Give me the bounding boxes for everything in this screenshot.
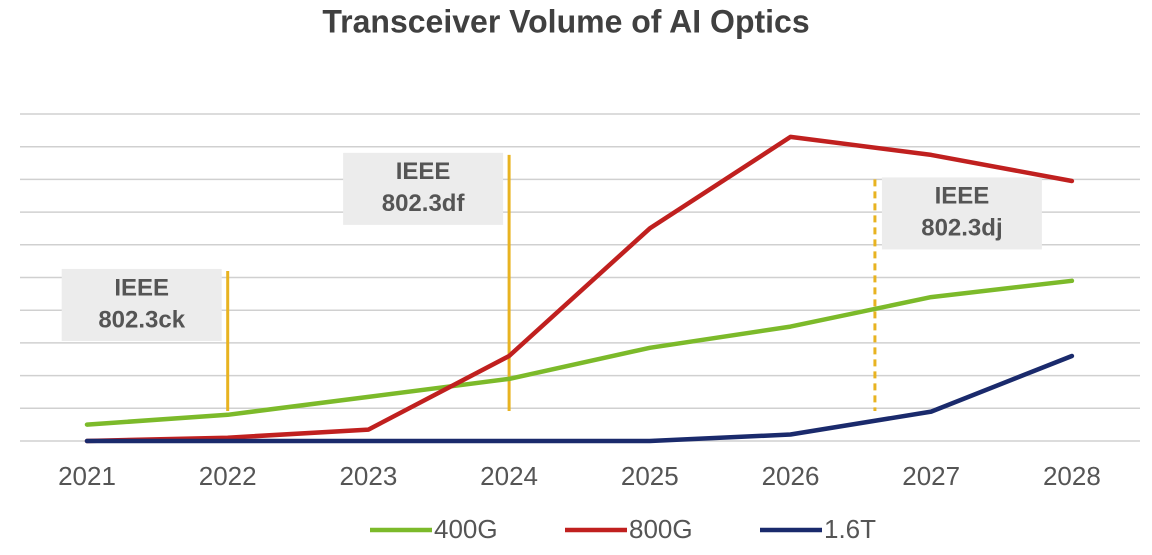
series-line — [84, 353, 1075, 444]
x-tick-label: 2024 — [480, 461, 538, 491]
x-tick-label: 2025 — [621, 461, 679, 491]
annotation-text: 802.3ck — [98, 306, 185, 333]
chart-title: Transceiver Volume of AI Optics — [322, 3, 809, 39]
x-tick-label: 2023 — [339, 461, 397, 491]
annotation-box — [61, 268, 222, 341]
annotation-text: IEEE — [396, 158, 451, 185]
x-tick-label: 2026 — [762, 461, 820, 491]
x-tick-label: 2022 — [199, 461, 257, 491]
x-tick-label: 2028 — [1043, 461, 1101, 491]
legend-label: 800G — [629, 514, 693, 544]
series-line — [84, 278, 1075, 427]
annotation-text: 802.3df — [382, 190, 466, 217]
annotation-box — [881, 177, 1042, 250]
annotation-text: 802.3dj — [921, 215, 1002, 242]
legend-label: 1.6T — [824, 514, 876, 544]
legend-label: 400G — [434, 514, 498, 544]
annotation-text: IEEE — [935, 183, 990, 210]
annotation-text: IEEE — [114, 274, 169, 301]
annotation-box — [343, 152, 504, 225]
x-tick-label: 2021 — [58, 461, 116, 491]
series-line — [84, 134, 1075, 444]
x-tick-label: 2027 — [902, 461, 960, 491]
